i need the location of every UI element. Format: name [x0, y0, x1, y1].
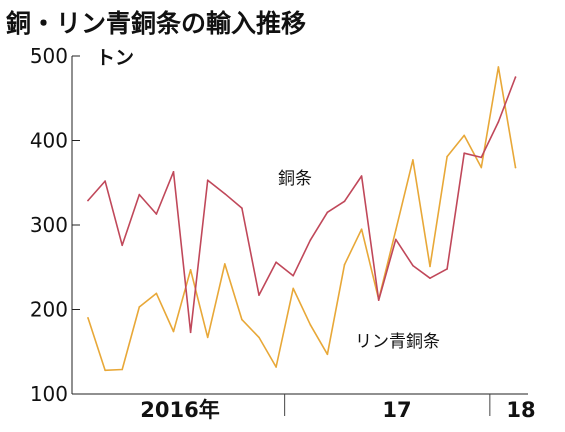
- series-label-phosphor-bronze: リン青銅条: [355, 332, 440, 352]
- data-point: [87, 317, 89, 319]
- data-point: [514, 166, 517, 169]
- data-point: [189, 268, 192, 271]
- data-point: [395, 238, 397, 241]
- data-point: [172, 330, 175, 333]
- series-layer: [87, 66, 517, 372]
- data-point: [446, 155, 448, 158]
- data-point: [429, 277, 431, 280]
- data-point: [326, 353, 329, 356]
- data-point: [121, 244, 123, 247]
- y-axis-ticks: 100 200 300 400 500: [30, 44, 80, 406]
- y-axis-unit-label: トン: [96, 47, 134, 69]
- data-point: [360, 175, 363, 177]
- data-point: [360, 228, 363, 231]
- data-point: [87, 199, 89, 202]
- data-point: [275, 366, 277, 368]
- data-point: [343, 263, 346, 266]
- data-point: [463, 152, 466, 154]
- data-point: [138, 306, 141, 308]
- data-point: [446, 268, 448, 270]
- data-point: [206, 336, 209, 339]
- x-group-label-2017: 17: [382, 398, 411, 422]
- data-point: [224, 263, 226, 265]
- y-tick-label: 300: [30, 213, 68, 237]
- x-group-label-2016: 2016年: [140, 398, 219, 422]
- y-tick-label: 200: [30, 298, 68, 322]
- data-point: [138, 193, 141, 196]
- data-point: [412, 159, 414, 161]
- data-point: [429, 265, 431, 268]
- data-point: [258, 336, 260, 339]
- data-point: [206, 179, 209, 182]
- x-group-label-2018: 18: [506, 398, 535, 422]
- data-point: [497, 121, 500, 123]
- data-point: [241, 318, 243, 321]
- data-point: [275, 261, 277, 263]
- y-tick-label: 500: [30, 44, 68, 68]
- data-point: [104, 369, 106, 372]
- data-point: [463, 134, 466, 137]
- data-point: [343, 200, 346, 203]
- data-point: [395, 229, 397, 231]
- data-point: [224, 192, 226, 195]
- data-point: [309, 239, 312, 242]
- series-line-copper: [87, 76, 517, 334]
- y-tick-label: 400: [30, 129, 68, 153]
- data-point: [121, 368, 123, 371]
- data-point: [241, 207, 243, 209]
- data-point: [292, 274, 295, 277]
- series-label-copper: 銅条: [278, 169, 312, 189]
- data-point: [497, 66, 500, 68]
- data-point: [514, 76, 517, 78]
- data-point: [326, 211, 329, 214]
- data-point: [377, 299, 380, 302]
- y-tick-label: 100: [30, 382, 68, 406]
- data-point: [155, 213, 158, 215]
- data-point: [258, 294, 260, 296]
- data-point: [155, 292, 158, 295]
- data-point: [104, 180, 106, 182]
- series-line-phosphor-bronze: [87, 66, 517, 372]
- data-point: [412, 264, 414, 267]
- data-point: [480, 156, 483, 159]
- data-point: [172, 170, 175, 173]
- data-point: [309, 323, 312, 326]
- data-point: [480, 166, 483, 169]
- data-point: [292, 287, 295, 290]
- data-point: [189, 331, 192, 334]
- chart-title: 銅・リン青銅条の輸入推移: [6, 9, 306, 38]
- x-axis-ticks: [284, 394, 491, 416]
